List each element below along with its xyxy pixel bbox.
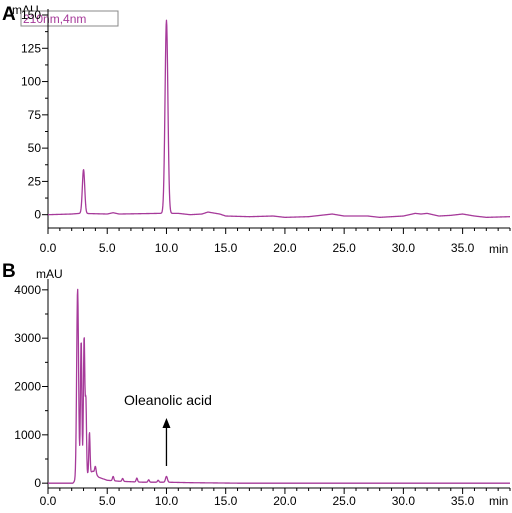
legend-label-a: 210nm,4nm [23,12,86,26]
x-tick-label-a: 5.0 [99,241,116,255]
x-tick-label-a: 0.0 [40,241,57,255]
x-tick-label-b: 10.0 [155,494,179,508]
panel-letter-a: A [2,4,16,25]
x-tick-label-a: 20.0 [273,241,297,255]
y-axis-unit-b: mAU [36,267,63,281]
chromatogram-panel-b: B mAU min Oleanolic acid 0.0 5.0 10.0 15.0 2… [2,261,511,508]
y-tick-label-a: 150 [21,8,41,22]
y-tick-label-b: 2000 [14,380,41,394]
x-tick-label-b: 35.0 [451,494,475,508]
x-axis-unit-b: min [489,494,508,508]
y-tick-label-b: 1000 [14,428,41,442]
y-tick-label-a: 125 [21,41,41,55]
chromatogram-panel-a: A mAU min 210nm,4nm 0.0 5.0 10.0 15.0 20.0 25… [2,3,511,256]
y-tick-label-a: 25 [28,174,42,188]
x-axis-unit-a: min [489,242,508,256]
y-tick-label-b: 3000 [14,331,41,345]
y-tick-label-b: 0 [34,476,41,490]
x-tick-label-a: 10.0 [155,241,179,255]
x-tick-label-a: 15.0 [214,241,238,255]
x-tick-label-a: 35.0 [451,241,475,255]
chromatogram-trace-a [47,19,511,218]
x-tick-label-b: 0.0 [40,494,57,508]
chromatogram-trace-b [47,288,511,484]
annotation-label: Oleanolic acid [124,392,212,408]
y-tick-label-a: 75 [28,108,42,122]
x-tick-label-a: 25.0 [332,241,356,255]
y-tick-label-b: 4000 [14,283,41,297]
x-tick-label-b: 25.0 [332,494,356,508]
x-tick-label-b: 30.0 [392,494,416,508]
panel-letter-b: B [2,261,16,282]
y-tick-label-a: 0 [34,208,41,222]
x-tick-label-a: 30.0 [392,241,416,255]
x-tick-label-b: 15.0 [214,494,238,508]
x-tick-label-b: 20.0 [273,494,297,508]
x-tick-label-b: 5.0 [99,494,116,508]
annotation-arrow-head [162,418,171,428]
y-tick-label-a: 100 [21,75,41,89]
y-tick-label-a: 50 [28,141,42,155]
